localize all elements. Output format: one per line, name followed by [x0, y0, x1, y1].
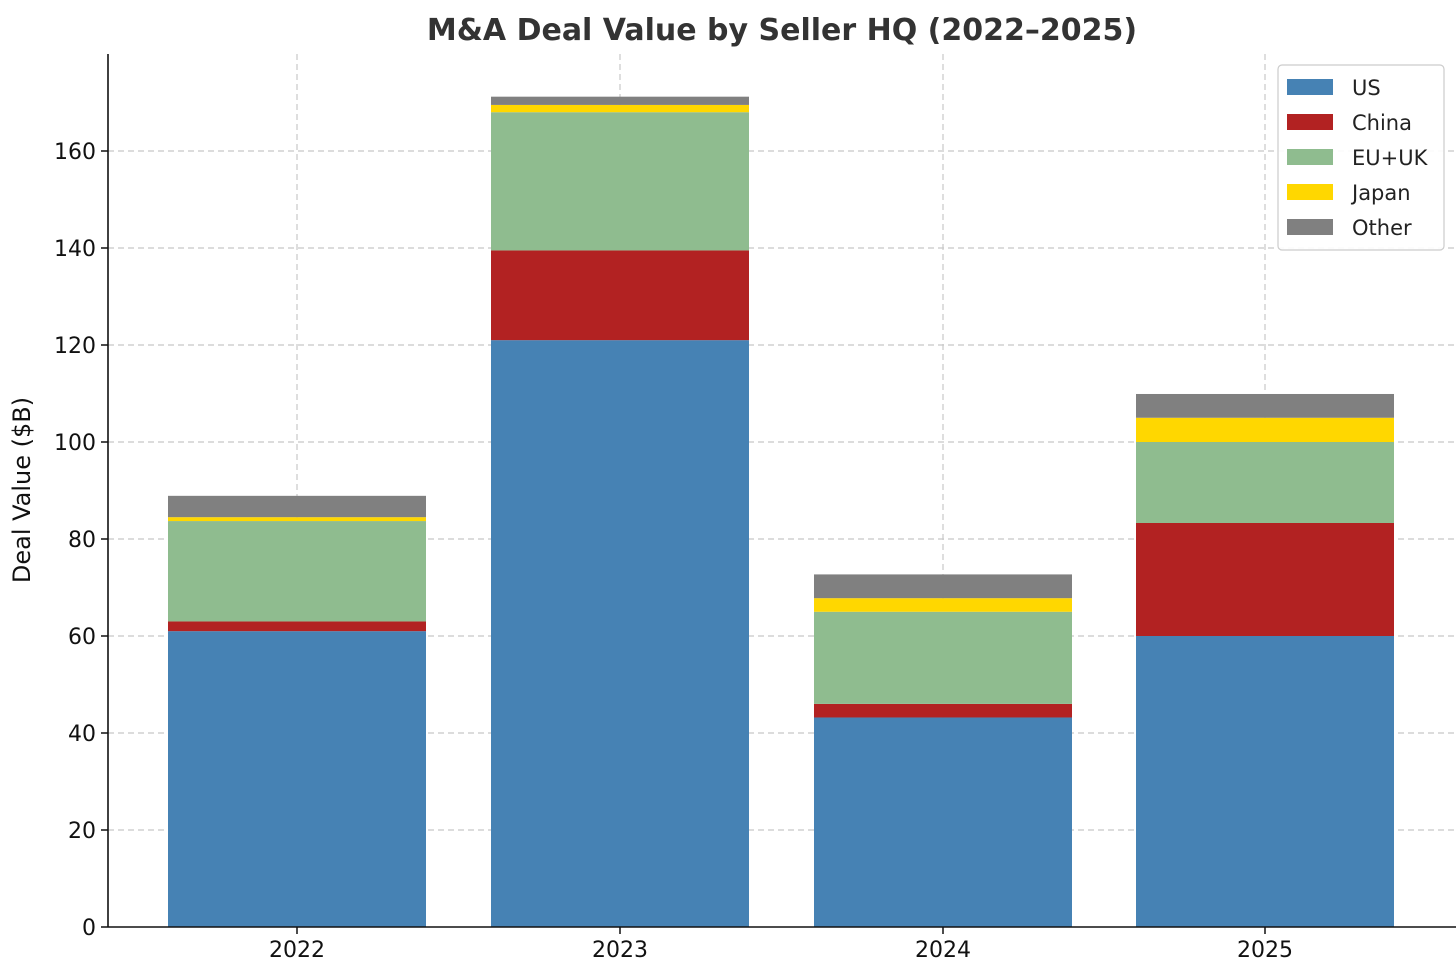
bar-other-2025 — [1136, 393, 1394, 418]
bar-china-2022 — [168, 621, 426, 632]
legend: US China EU+UK Japan Other — [1277, 64, 1445, 251]
bar-us-2022 — [168, 631, 426, 927]
y-tick-label: 60 — [68, 625, 96, 650]
legend-label: US — [1352, 76, 1381, 100]
x-tick-label: 2025 — [1237, 938, 1293, 963]
y-tick-label: 0 — [82, 916, 96, 941]
legend-label: China — [1352, 111, 1412, 135]
y-tick-label: 80 — [68, 528, 96, 553]
ticks: 0 20 40 60 80 100 120 140 160 2022 2023 2024 2025 — [54, 140, 1293, 963]
bar-other-2023 — [491, 96, 749, 105]
bar-us-2025 — [1136, 636, 1394, 927]
legend-swatch-us — [1287, 79, 1333, 95]
chart-title: M&A Deal Value by Seller HQ (2022–2025) — [427, 13, 1137, 48]
bar-us-2023 — [491, 340, 749, 927]
legend-swatch-other — [1287, 219, 1333, 235]
y-tick-label: 120 — [54, 334, 96, 359]
y-tick-label: 20 — [68, 819, 96, 844]
y-tick-label: 160 — [54, 140, 96, 165]
bar-japan-2024 — [814, 598, 1072, 612]
bar-china-2023 — [491, 250, 749, 341]
bar-us-2024 — [814, 717, 1072, 927]
y-tick-label: 100 — [54, 431, 96, 456]
legend-swatch-eu-uk — [1287, 149, 1333, 165]
x-tick-label: 2024 — [915, 938, 971, 963]
axes — [107, 54, 1456, 928]
y-tick-label: 40 — [68, 722, 96, 747]
legend-label: Other — [1352, 216, 1412, 240]
bar-other-2022 — [168, 495, 426, 518]
bar-japan-2022 — [168, 517, 426, 522]
x-tick-label: 2022 — [269, 938, 325, 963]
bar-eu-uk-2023 — [491, 112, 749, 251]
bar-eu-uk-2024 — [814, 611, 1072, 704]
bar-china-2025 — [1136, 522, 1394, 636]
legend-label: EU+UK — [1352, 146, 1429, 170]
bar-eu-uk-2025 — [1136, 442, 1394, 523]
bar-other-2024 — [814, 574, 1072, 599]
bars — [168, 96, 1394, 927]
legend-swatch-japan — [1287, 184, 1333, 200]
bar-china-2024 — [814, 703, 1072, 718]
bar-japan-2023 — [491, 104, 749, 113]
legend-swatch-china — [1287, 114, 1333, 130]
bar-japan-2025 — [1136, 417, 1394, 442]
legend-box — [1277, 64, 1445, 251]
legend-label: Japan — [1350, 181, 1411, 205]
y-axis-title: Deal Value ($B) — [8, 397, 36, 583]
x-tick-label: 2023 — [592, 938, 648, 963]
y-tick-label: 140 — [54, 237, 96, 262]
bar-eu-uk-2022 — [168, 521, 426, 622]
